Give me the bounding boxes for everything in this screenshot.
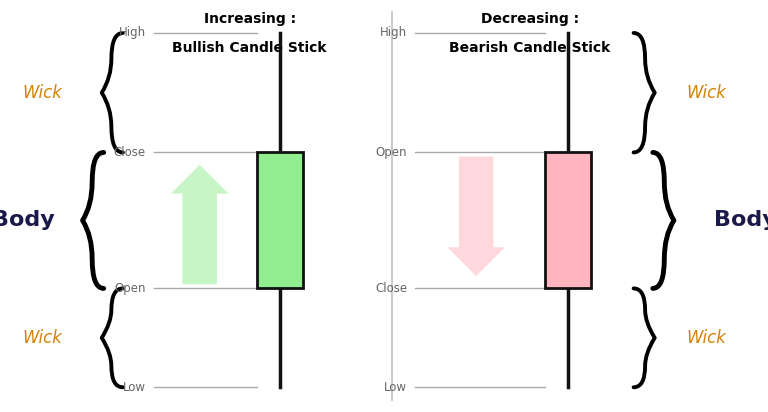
Text: Body: Body [0,211,55,230]
Bar [257,152,303,288]
Text: Wick: Wick [22,84,62,102]
Text: High: High [119,26,146,40]
Text: Decreasing :: Decreasing : [481,12,579,26]
Text: Wick: Wick [687,329,727,347]
Text: Open: Open [114,282,146,295]
Text: Wick: Wick [687,84,727,102]
Text: Low: Low [123,381,146,394]
Bar [545,152,591,288]
Text: Bullish Candle Stick: Bullish Candle Stick [172,41,327,55]
Text: Close: Close [375,282,407,295]
Text: Body: Body [713,211,768,230]
FancyArrow shape [170,165,229,284]
Text: High: High [380,26,407,40]
FancyArrow shape [447,157,505,276]
Text: Low: Low [384,381,407,394]
Text: Open: Open [376,146,407,159]
Text: Close: Close [114,146,146,159]
Text: Wick: Wick [22,329,62,347]
Text: Increasing :: Increasing : [204,12,296,26]
Text: Bearish Candle Stick: Bearish Candle Stick [449,41,611,55]
